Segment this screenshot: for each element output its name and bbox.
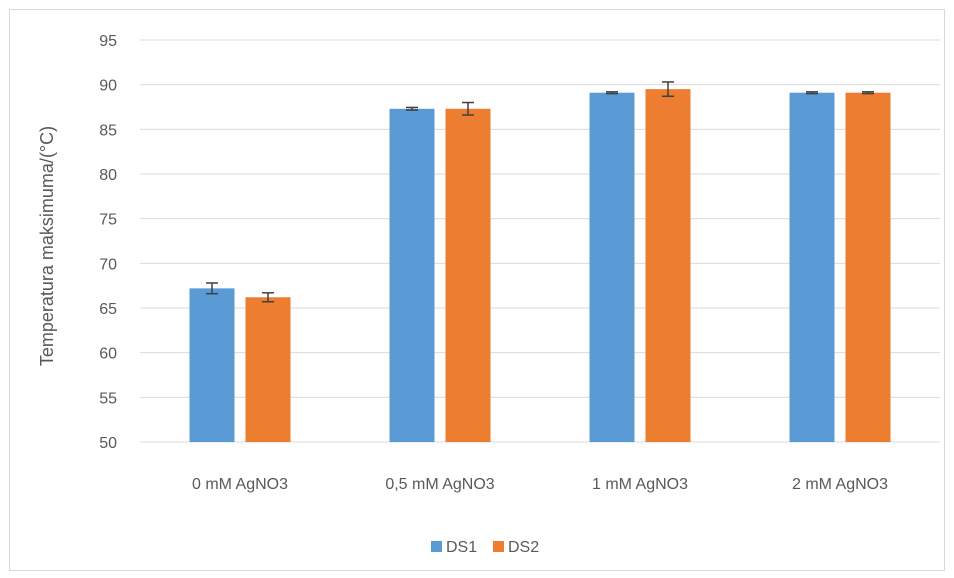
error-bars <box>206 81 874 303</box>
legend-label-ds2: DS2 <box>508 539 539 556</box>
legend-label-ds1: DS1 <box>446 539 477 556</box>
y-axis-ticks: 50 55 60 65 70 75 80 85 90 95 <box>99 33 117 452</box>
bar-ds2 <box>845 92 891 442</box>
legend-swatch-ds2 <box>493 541 504 552</box>
y-tick-label: 90 <box>99 78 117 95</box>
legend: DS1 DS2 <box>431 539 539 556</box>
y-tick-label: 65 <box>99 301 117 318</box>
y-tick-label: 60 <box>99 346 117 363</box>
x-tick-label: 1 mM AgNO3 <box>592 476 688 493</box>
y-tick-label: 50 <box>99 435 117 452</box>
y-axis-title: Temperatura maksimuma/(°C) <box>37 126 57 366</box>
y-tick-label: 70 <box>99 256 117 273</box>
bars <box>189 89 891 442</box>
y-tick-label: 85 <box>99 122 117 139</box>
legend-swatch-ds1 <box>431 541 442 552</box>
bar-ds2 <box>245 297 291 442</box>
y-tick-label: 75 <box>99 212 117 229</box>
bar-ds1 <box>789 92 835 442</box>
y-tick-label: 55 <box>99 390 117 407</box>
x-tick-label: 0,5 mM AgNO3 <box>385 476 494 493</box>
bar-ds1 <box>389 108 435 442</box>
y-tick-label: 95 <box>99 33 117 50</box>
x-tick-label: 0 mM AgNO3 <box>192 476 288 493</box>
bar-ds1 <box>589 92 635 442</box>
x-axis-ticks: 0 mM AgNO3 0,5 mM AgNO3 1 mM AgNO3 2 mM AgN… <box>192 476 888 493</box>
y-tick-label: 80 <box>99 167 117 184</box>
bar-ds1 <box>189 288 235 442</box>
bar-ds2 <box>445 108 491 442</box>
bar-ds2 <box>645 89 691 442</box>
x-tick-label: 2 mM AgNO3 <box>792 476 888 493</box>
